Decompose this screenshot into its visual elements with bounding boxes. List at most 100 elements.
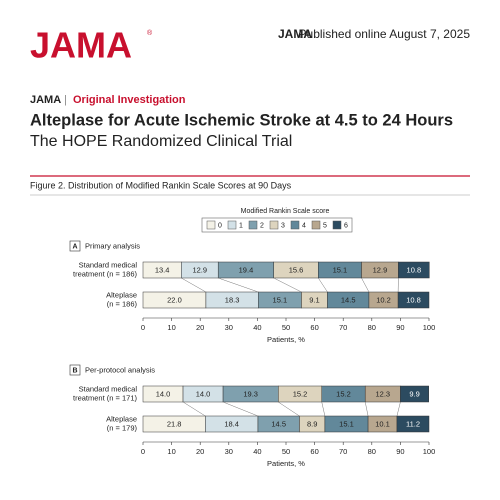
legend-label: 3 — [281, 222, 285, 229]
connector — [273, 277, 302, 293]
legend-swatch — [311, 220, 321, 230]
figure-caption: Figure 2. Distribution of Modified Ranki… — [30, 180, 292, 190]
connector — [361, 277, 370, 293]
article-title: Alteplase for Acute Ischemic Stroke at 4… — [30, 111, 453, 129]
connector — [182, 401, 206, 417]
value-label: 9.1 — [309, 295, 319, 304]
value-label: 12.9 — [192, 265, 207, 274]
connector — [364, 401, 369, 417]
x-tick-label: 0 — [141, 447, 145, 456]
article-journal: JAMA — [30, 94, 61, 106]
category-label: (n = 186) — [107, 299, 138, 308]
connector — [321, 401, 326, 417]
value-label: 19.3 — [243, 389, 258, 398]
value-label: 12.3 — [376, 389, 391, 398]
x-tick-label: 50 — [282, 447, 290, 456]
legend-label: 2 — [260, 222, 264, 229]
value-label: 22.0 — [167, 295, 182, 304]
panel-title: Per-protocol analysis — [85, 365, 155, 374]
value-label: 15.2 — [293, 389, 308, 398]
legend-swatch — [269, 220, 279, 230]
value-label: 8.9 — [307, 419, 317, 428]
category-label: Alteplase — [106, 414, 137, 423]
panel-letter: B — [72, 367, 77, 374]
bar-segment — [400, 385, 429, 403]
value-label: 14.5 — [271, 419, 286, 428]
panel-badge — [69, 240, 81, 252]
category-label: treatment (n = 171) — [73, 393, 137, 402]
value-label: 14.5 — [341, 295, 356, 304]
value-label: 11.2 — [406, 419, 420, 428]
x-axis-label: Patients, % — [267, 459, 305, 468]
category-label: Standard medical — [79, 260, 138, 269]
legend-label: 0 — [218, 222, 222, 229]
category-label: Standard medical — [79, 384, 138, 393]
legend-label: 5 — [323, 222, 327, 229]
legend-swatch — [332, 220, 342, 230]
value-label: 15.1 — [273, 295, 288, 304]
x-tick-label: 10 — [167, 323, 175, 332]
x-tick-label: 90 — [396, 323, 404, 332]
connector — [396, 401, 401, 417]
x-tick-label: 80 — [368, 323, 376, 332]
x-tick-label: 100 — [423, 323, 436, 332]
category-label: treatment (n = 186) — [73, 269, 137, 278]
x-tick-label: 30 — [225, 447, 233, 456]
logo-mark: ® — [147, 29, 153, 37]
panel-letter: A — [72, 243, 77, 250]
connector — [278, 401, 300, 417]
legend-label: 4 — [302, 222, 306, 229]
x-tick-label: 0 — [141, 323, 145, 332]
value-label: 10.2 — [376, 295, 391, 304]
logo: JAMA — [30, 25, 132, 66]
value-label: 9.9 — [409, 389, 419, 398]
legend-label: 6 — [344, 222, 348, 229]
value-label: 15.1 — [339, 419, 354, 428]
published-date: Published online August 7, 2025 — [299, 27, 471, 41]
legend-box — [201, 217, 353, 233]
x-tick-label: 60 — [310, 323, 318, 332]
value-label: 10.8 — [407, 265, 422, 274]
category-label: (n = 179) — [107, 423, 138, 432]
value-label: 12.9 — [373, 265, 388, 274]
value-label: 14.0 — [156, 389, 171, 398]
x-tick-label: 40 — [253, 323, 261, 332]
legend-title: Modified Rankin Scale score — [241, 208, 330, 215]
connector — [222, 401, 259, 417]
x-axis-label: Patients, % — [267, 335, 305, 344]
x-tick-label: 90 — [396, 447, 404, 456]
legend-label: 1 — [239, 222, 243, 229]
value-label: 13.4 — [155, 265, 170, 274]
x-tick-label: 20 — [196, 447, 204, 456]
value-label: 15.2 — [336, 389, 351, 398]
x-tick-label: 70 — [339, 447, 347, 456]
value-label: 21.8 — [167, 419, 182, 428]
article-subtitle: The HOPE Randomized Clinical Trial — [30, 133, 292, 150]
panel-title: Primary analysis — [85, 241, 140, 250]
connector — [318, 277, 328, 293]
category-label: Alteplase — [106, 290, 137, 299]
value-label: 19.4 — [239, 265, 254, 274]
value-label: 15.1 — [333, 265, 348, 274]
bar-segment — [398, 261, 430, 279]
value-label: 18.4 — [224, 419, 239, 428]
x-tick-label: 30 — [225, 323, 233, 332]
bar-segment — [397, 291, 430, 309]
x-tick-label: 40 — [253, 447, 261, 456]
value-label: 10.8 — [406, 295, 421, 304]
connector — [218, 277, 259, 293]
legend-swatch — [206, 220, 216, 230]
value-label: 18.3 — [225, 295, 240, 304]
x-tick-label: 50 — [282, 323, 290, 332]
separator: | — [64, 94, 67, 106]
article-section: Original Investigation — [73, 94, 186, 106]
legend-swatch — [290, 220, 300, 230]
panel-badge — [69, 364, 81, 376]
x-tick-label: 20 — [196, 323, 204, 332]
connector — [181, 277, 207, 293]
x-tick-label: 80 — [368, 447, 376, 456]
x-tick-label: 10 — [167, 447, 175, 456]
journal-name: JAMA — [278, 27, 312, 41]
